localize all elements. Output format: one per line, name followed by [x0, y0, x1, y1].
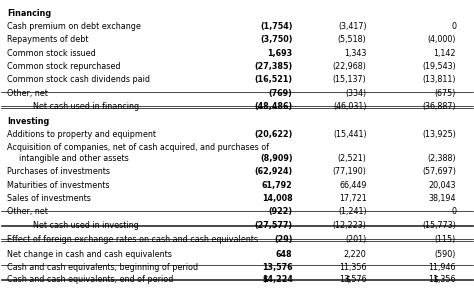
Text: 38,194: 38,194: [428, 194, 456, 203]
Text: (36,887): (36,887): [422, 102, 456, 111]
Text: (15,773): (15,773): [422, 221, 456, 230]
Text: (15,441): (15,441): [333, 130, 366, 139]
Text: 13,576: 13,576: [262, 263, 292, 272]
Text: Common stock issued: Common stock issued: [7, 49, 96, 58]
Text: (334): (334): [346, 89, 366, 98]
Text: 11,356: 11,356: [428, 275, 456, 284]
Text: (13,925): (13,925): [422, 130, 456, 139]
Text: 14,224: 14,224: [262, 275, 292, 284]
Text: Sales of investments: Sales of investments: [7, 194, 91, 203]
Text: (1,754): (1,754): [260, 22, 292, 31]
Text: 1,142: 1,142: [434, 49, 456, 58]
Text: 1,343: 1,343: [344, 49, 366, 58]
Text: Investing: Investing: [7, 117, 49, 126]
Text: (48,486): (48,486): [255, 102, 292, 111]
Text: 13,576: 13,576: [339, 275, 366, 284]
Text: (922): (922): [268, 207, 292, 216]
Text: 2,220: 2,220: [344, 250, 366, 259]
Text: 1,693: 1,693: [267, 49, 292, 58]
Text: Effect of foreign exchange rates on cash and cash equivalents: Effect of foreign exchange rates on cash…: [7, 235, 258, 244]
Text: (8,909): (8,909): [260, 154, 292, 163]
Text: $: $: [346, 275, 350, 284]
Text: (675): (675): [435, 89, 456, 98]
Text: $: $: [263, 275, 268, 284]
Text: (1,241): (1,241): [338, 207, 366, 216]
Text: Common stock repurchased: Common stock repurchased: [7, 62, 120, 71]
Text: (62,924): (62,924): [255, 167, 292, 176]
Text: $: $: [434, 275, 438, 284]
Text: (20,622): (20,622): [254, 130, 292, 139]
Text: Repayments of debt: Repayments of debt: [7, 35, 89, 44]
Text: (2,388): (2,388): [428, 154, 456, 163]
Text: Purchases of investments: Purchases of investments: [7, 167, 110, 176]
Text: Additions to property and equipment: Additions to property and equipment: [7, 130, 156, 139]
Text: Acquisition of companies, net of cash acquired, and purchases of: Acquisition of companies, net of cash ac…: [7, 144, 269, 152]
Text: (12,223): (12,223): [333, 221, 366, 230]
Text: Other, net: Other, net: [7, 207, 48, 216]
Text: 14,008: 14,008: [262, 194, 292, 203]
Text: (4,000): (4,000): [428, 35, 456, 44]
Text: 20,043: 20,043: [428, 180, 456, 190]
Text: Net cash used in financing: Net cash used in financing: [33, 102, 139, 111]
Text: 66,449: 66,449: [339, 180, 366, 190]
Text: 11,356: 11,356: [339, 263, 366, 272]
Text: (22,968): (22,968): [333, 62, 366, 71]
Text: (16,521): (16,521): [255, 75, 292, 84]
Text: (46,031): (46,031): [333, 102, 366, 111]
Text: intangible and other assets: intangible and other assets: [19, 154, 128, 163]
Text: (2,521): (2,521): [337, 154, 366, 163]
Text: (3,750): (3,750): [260, 35, 292, 44]
Text: (3,417): (3,417): [338, 22, 366, 31]
Text: (15,137): (15,137): [333, 75, 366, 84]
Text: Cash and cash equivalents, beginning of period: Cash and cash equivalents, beginning of …: [7, 263, 198, 272]
Text: (57,697): (57,697): [422, 167, 456, 176]
Text: Common stock cash dividends paid: Common stock cash dividends paid: [7, 75, 150, 84]
Text: Net change in cash and cash equivalents: Net change in cash and cash equivalents: [7, 250, 172, 259]
Text: (27,385): (27,385): [255, 62, 292, 71]
Text: 0: 0: [451, 207, 456, 216]
Text: (29): (29): [274, 235, 292, 244]
Text: (769): (769): [269, 89, 292, 98]
Text: Other, net: Other, net: [7, 89, 48, 98]
Text: (201): (201): [346, 235, 366, 244]
Text: (115): (115): [435, 235, 456, 244]
Text: (13,811): (13,811): [423, 75, 456, 84]
Text: 61,792: 61,792: [262, 180, 292, 190]
Text: (19,543): (19,543): [422, 62, 456, 71]
Text: (27,577): (27,577): [255, 221, 292, 230]
Text: Cash premium on debt exchange: Cash premium on debt exchange: [7, 22, 141, 31]
Text: Maturities of investments: Maturities of investments: [7, 180, 109, 190]
Text: 11,946: 11,946: [428, 263, 456, 272]
Text: (77,190): (77,190): [333, 167, 366, 176]
Text: (590): (590): [435, 250, 456, 259]
Text: 0: 0: [451, 22, 456, 31]
Text: Financing: Financing: [7, 9, 51, 18]
Text: 648: 648: [276, 250, 292, 259]
Text: Net cash used in investing: Net cash used in investing: [33, 221, 139, 230]
Text: (5,518): (5,518): [338, 35, 366, 44]
Text: 17,721: 17,721: [339, 194, 366, 203]
Text: Cash and cash equivalents, end of period: Cash and cash equivalents, end of period: [7, 275, 173, 284]
